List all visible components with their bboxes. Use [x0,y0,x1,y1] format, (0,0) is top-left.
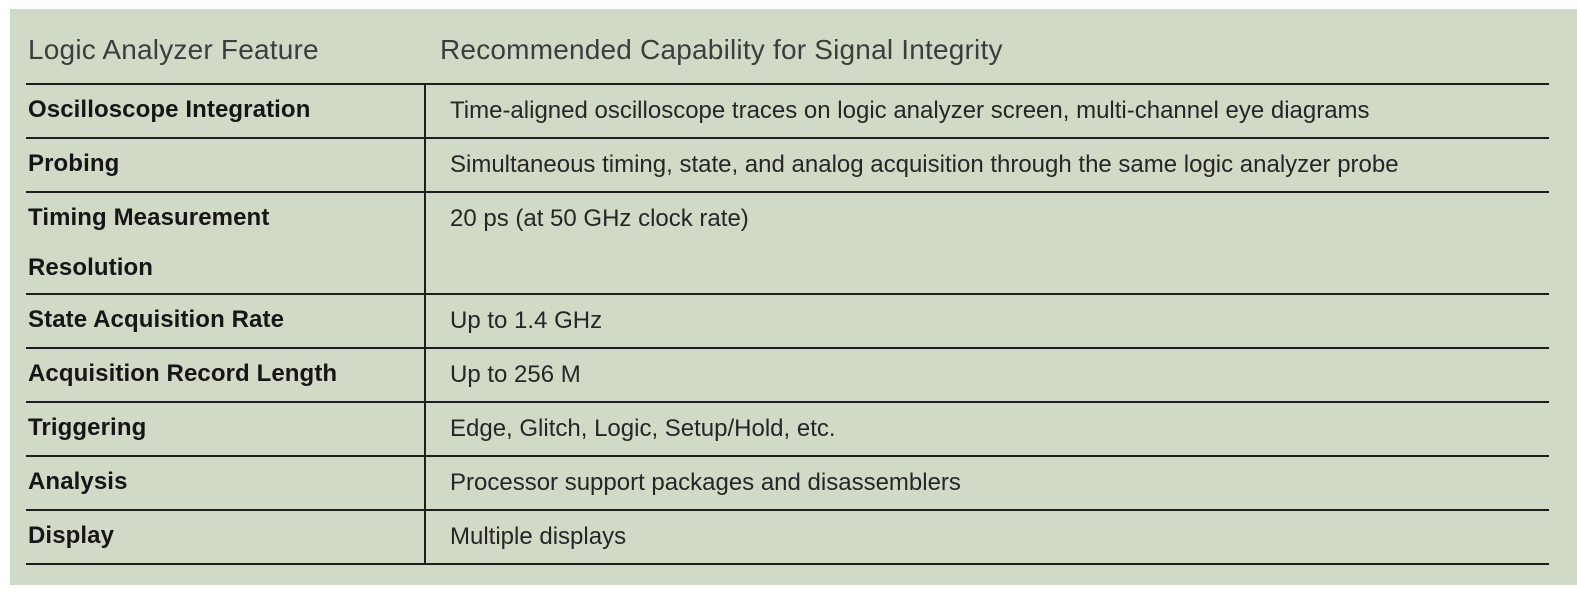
feature-cell: Timing Measurement Resolution [26,191,425,294]
capability-cell: 20 ps (at 50 GHz clock rate) [424,191,1549,294]
table-row: Analysis Processor support packages and d… [26,455,1549,510]
column-header-capability: Recommended Capability for Signal Integr… [440,34,1003,65]
table-row: Timing Measurement Resolution 20 ps (at 5… [26,191,1549,294]
table-row: Triggering Edge, Glitch, Logic, Setup/Hol… [26,401,1549,456]
header-row: Logic Analyzer Feature Recommended Capab… [26,9,1549,84]
column-header-feature: Logic Analyzer Feature [28,34,319,65]
capability-cell: Time-aligned oscilloscope traces on logi… [424,83,1549,138]
capability-cell: Up to 1.4 GHz [424,293,1549,348]
feature-cell: Triggering [26,401,425,456]
feature-cell: Probing [26,137,425,192]
capability-cell: Up to 256 M [424,347,1549,402]
table-row: State Acquisition Rate Up to 1.4 GHz [26,293,1549,348]
table-header: Logic Analyzer Feature Recommended Capab… [26,9,1549,84]
table-panel: Logic Analyzer Feature Recommended Capab… [10,9,1577,585]
table-row: Probing Simultaneous timing, state, and a… [26,137,1549,192]
capability-cell: Edge, Glitch, Logic, Setup/Hold, etc. [424,401,1549,456]
table-row: Display Multiple displays [26,509,1549,565]
table-row: Oscilloscope Integration Time-aligned osc… [26,83,1549,138]
feature-cell: Display [26,509,425,565]
table-row: Acquisition Record Length Up to 256 M [26,347,1549,402]
capability-cell: Simultaneous timing, state, and analog a… [424,137,1549,192]
feature-cell: State Acquisition Rate [26,293,425,348]
capability-cell: Multiple displays [424,509,1549,565]
logic-analyzer-features-table: Logic Analyzer Feature Recommended Capab… [26,9,1549,565]
feature-cell: Oscilloscope Integration [26,83,425,138]
table-body: Oscilloscope Integration Time-aligned osc… [26,83,1549,565]
capability-cell: Processor support packages and disassemb… [424,455,1549,510]
feature-cell: Analysis [26,455,425,510]
feature-cell: Acquisition Record Length [26,347,425,402]
